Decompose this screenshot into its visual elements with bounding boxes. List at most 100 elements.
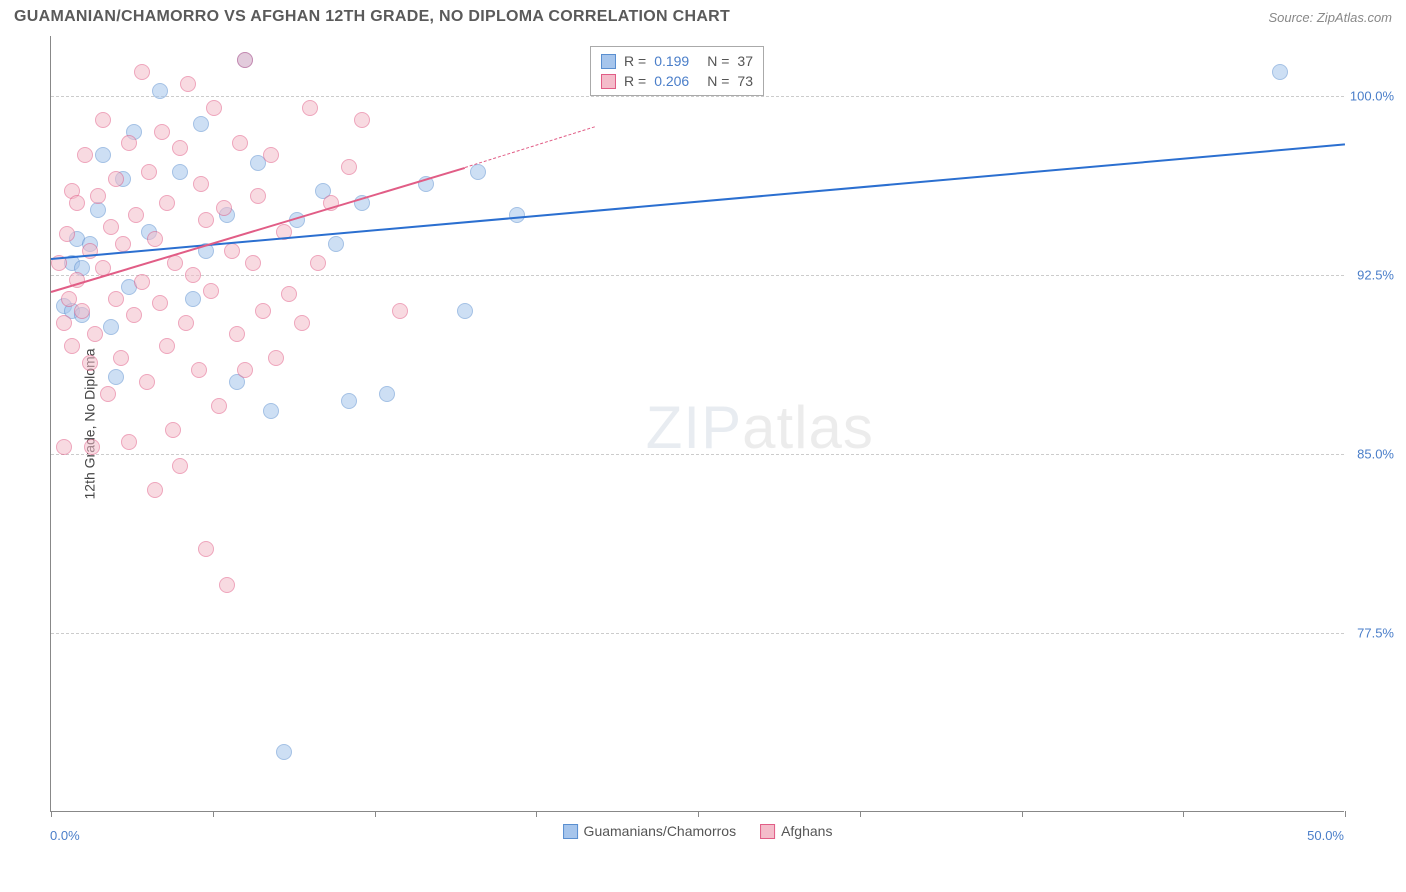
- data-point-guam: [108, 369, 124, 385]
- plot-area: ZIPatlas 77.5%85.0%92.5%100.0%R =0.199N …: [50, 36, 1344, 812]
- data-point-guam: [470, 164, 486, 180]
- stats-row-afghan: R =0.206N =73: [601, 71, 753, 91]
- gridline-h: [51, 633, 1344, 634]
- y-tick-label: 85.0%: [1357, 446, 1394, 461]
- data-point-afghan: [250, 188, 266, 204]
- chart-title: GUAMANIAN/CHAMORRO VS AFGHAN 12TH GRADE,…: [14, 8, 730, 26]
- data-point-afghan: [134, 274, 150, 290]
- data-point-afghan: [69, 195, 85, 211]
- data-point-afghan: [159, 338, 175, 354]
- data-point-afghan: [141, 164, 157, 180]
- watermark: ZIPatlas: [646, 393, 874, 462]
- y-tick-label: 92.5%: [1357, 267, 1394, 282]
- data-point-afghan: [121, 434, 137, 450]
- data-point-guam: [152, 83, 168, 99]
- data-point-afghan: [154, 124, 170, 140]
- legend-swatch-icon: [563, 824, 578, 839]
- data-point-afghan: [180, 76, 196, 92]
- data-point-afghan: [302, 100, 318, 116]
- x-tick: [536, 811, 537, 817]
- stats-n-value: 73: [737, 73, 753, 89]
- data-point-guam: [276, 744, 292, 760]
- chart-area: 12th Grade, No Diploma ZIPatlas 77.5%85.…: [44, 36, 1394, 812]
- data-point-afghan: [61, 291, 77, 307]
- data-point-afghan: [87, 326, 103, 342]
- data-point-afghan: [59, 226, 75, 242]
- x-tick: [213, 811, 214, 817]
- data-point-afghan: [108, 171, 124, 187]
- data-point-afghan: [203, 283, 219, 299]
- stats-row-guam: R =0.199N =37: [601, 51, 753, 71]
- trend-line: [51, 143, 1345, 260]
- data-point-afghan: [147, 231, 163, 247]
- data-point-afghan: [95, 112, 111, 128]
- data-point-afghan: [84, 439, 100, 455]
- data-point-afghan: [191, 362, 207, 378]
- trend-line-dashed: [465, 127, 595, 169]
- data-point-afghan: [82, 355, 98, 371]
- data-point-afghan: [392, 303, 408, 319]
- legend-item-afghan: Afghans: [760, 823, 832, 839]
- stats-n-value: 37: [737, 53, 753, 69]
- gridline-h: [51, 275, 1344, 276]
- x-axis-end-label: 50.0%: [1307, 828, 1344, 843]
- legend-item-guam: Guamanians/Chamorros: [563, 823, 737, 839]
- data-point-guam: [341, 393, 357, 409]
- data-point-afghan: [263, 147, 279, 163]
- data-point-guam: [379, 386, 395, 402]
- data-point-afghan: [294, 315, 310, 331]
- data-point-afghan: [159, 195, 175, 211]
- stats-r-value: 0.199: [654, 53, 689, 69]
- data-point-guam: [193, 116, 209, 132]
- data-point-afghan: [268, 350, 284, 366]
- y-tick-label: 77.5%: [1357, 625, 1394, 640]
- chart-source: Source: ZipAtlas.com: [1268, 10, 1392, 25]
- data-point-afghan: [152, 295, 168, 311]
- data-point-guam: [185, 291, 201, 307]
- data-point-afghan: [134, 64, 150, 80]
- data-point-afghan: [172, 140, 188, 156]
- x-tick: [860, 811, 861, 817]
- y-tick-label: 100.0%: [1350, 88, 1394, 103]
- stats-n-label: N =: [707, 73, 729, 89]
- data-point-afghan: [229, 326, 245, 342]
- data-point-guam: [457, 303, 473, 319]
- data-point-afghan: [103, 219, 119, 235]
- data-point-afghan: [216, 200, 232, 216]
- data-point-afghan: [128, 207, 144, 223]
- data-point-afghan: [74, 303, 90, 319]
- data-point-afghan: [232, 135, 248, 151]
- data-point-afghan: [237, 52, 253, 68]
- data-point-guam: [90, 202, 106, 218]
- data-point-afghan: [147, 482, 163, 498]
- data-point-guam: [509, 207, 525, 223]
- data-point-guam: [172, 164, 188, 180]
- data-point-afghan: [245, 255, 261, 271]
- stats-r-label: R =: [624, 53, 646, 69]
- data-point-guam: [103, 319, 119, 335]
- x-tick: [375, 811, 376, 817]
- data-point-afghan: [224, 243, 240, 259]
- x-tick: [698, 811, 699, 817]
- x-tick: [1183, 811, 1184, 817]
- data-point-afghan: [354, 112, 370, 128]
- data-point-afghan: [237, 362, 253, 378]
- data-point-afghan: [281, 286, 297, 302]
- data-point-afghan: [113, 350, 129, 366]
- legend-swatch-icon: [760, 824, 775, 839]
- data-point-afghan: [211, 398, 227, 414]
- x-tick: [1022, 811, 1023, 817]
- data-point-afghan: [56, 439, 72, 455]
- data-point-afghan: [206, 100, 222, 116]
- data-point-afghan: [126, 307, 142, 323]
- stats-swatch-icon: [601, 54, 616, 69]
- data-point-afghan: [108, 291, 124, 307]
- data-point-afghan: [115, 236, 131, 252]
- data-point-guam: [1272, 64, 1288, 80]
- gridline-h: [51, 454, 1344, 455]
- data-point-afghan: [185, 267, 201, 283]
- legend-label: Afghans: [781, 823, 832, 839]
- data-point-afghan: [56, 315, 72, 331]
- data-point-afghan: [193, 176, 209, 192]
- data-point-afghan: [198, 541, 214, 557]
